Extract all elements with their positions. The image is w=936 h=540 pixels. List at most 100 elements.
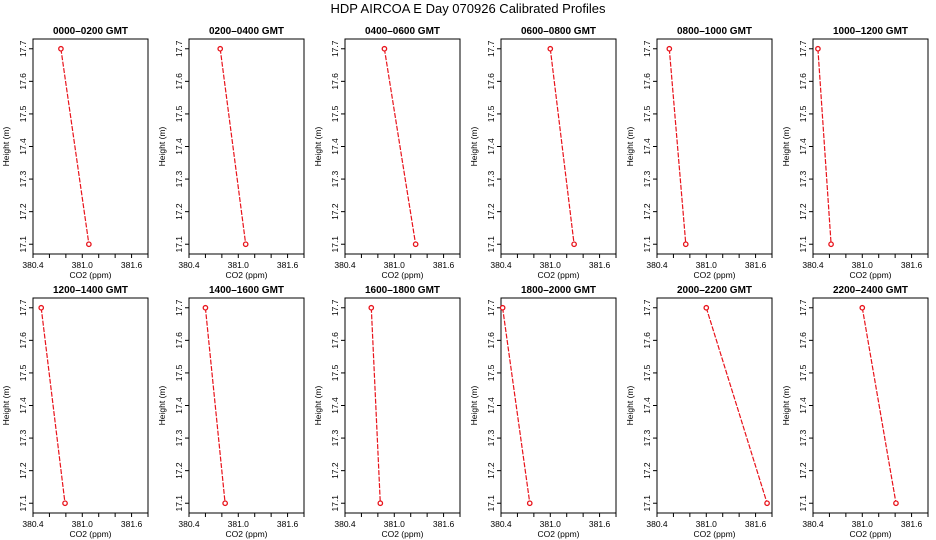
y-axis-label: Height (m) <box>781 127 791 167</box>
x-tick-label: 380.4 <box>490 260 512 270</box>
data-point <box>859 304 866 311</box>
y-tick-label: 17.6 <box>18 332 28 349</box>
y-tick-label: 17.7 <box>642 299 652 316</box>
profile-line <box>383 48 417 245</box>
x-tick-label: 381.0 <box>72 260 94 270</box>
x-tick-label: 380.4 <box>22 519 44 529</box>
data-point <box>764 500 770 507</box>
y-axis-label: Height (m) <box>313 386 323 426</box>
panel: 2200–2400 GMT 380.4 381.0 381.6 17.1 17.2 17.3… <box>781 285 929 539</box>
data-point <box>893 500 899 507</box>
y-tick-label: 17.7 <box>486 299 496 316</box>
data-point <box>202 304 209 311</box>
y-tick-label: 17.6 <box>486 332 496 349</box>
y-axis-label: Height (m) <box>781 386 791 426</box>
y-tick-label: 17.5 <box>642 105 652 122</box>
x-axis-label: CO2 (ppm) <box>849 270 891 280</box>
y-tick-label: 17.5 <box>486 364 496 381</box>
x-tick-label: 381.0 <box>72 519 94 529</box>
y-tick-label: 17.3 <box>642 171 652 188</box>
x-tick-label: 381.6 <box>589 260 611 270</box>
y-tick-label: 17.6 <box>330 73 340 90</box>
y-tick-label: 17.7 <box>330 299 340 316</box>
profile-line <box>60 48 90 245</box>
y-tick-label: 17.1 <box>486 236 496 253</box>
x-tick-label: 381.0 <box>540 519 562 529</box>
y-tick-label: 17.4 <box>174 138 184 155</box>
y-tick-label: 17.2 <box>330 462 340 479</box>
y-tick-label: 17.2 <box>798 462 808 479</box>
x-tick-label: 381.6 <box>277 519 299 529</box>
data-point <box>86 241 92 248</box>
y-tick-label: 17.7 <box>174 40 184 57</box>
y-tick-label: 17.4 <box>642 397 652 414</box>
panel-title: 0400–0600 GMT <box>365 26 440 37</box>
x-tick-label: 380.4 <box>178 260 200 270</box>
x-tick-label: 381.6 <box>121 519 143 529</box>
profile-line <box>549 48 575 245</box>
x-tick-label: 381.6 <box>121 260 143 270</box>
y-tick-label: 17.3 <box>330 171 340 188</box>
y-tick-label: 17.5 <box>642 364 652 381</box>
plot-frame <box>188 297 305 514</box>
profile-line <box>817 48 832 245</box>
y-tick-label: 17.5 <box>330 364 340 381</box>
x-tick-label: 381.6 <box>277 260 299 270</box>
y-tick-label: 17.6 <box>642 332 652 349</box>
data-point <box>526 500 533 507</box>
data-point <box>58 45 64 52</box>
panel-title: 2200–2400 GMT <box>833 285 908 296</box>
y-tick-label: 17.2 <box>642 462 652 479</box>
panel: 2000–2200 GMT 380.4 381.0 381.6 17.1 17.2 17.3… <box>625 285 773 539</box>
y-tick-label: 17.6 <box>642 73 652 90</box>
data-point <box>412 241 419 248</box>
y-tick-label: 17.7 <box>18 299 28 316</box>
x-axis-label: CO2 (ppm) <box>225 529 267 539</box>
y-tick-label: 17.7 <box>486 40 496 57</box>
y-axis-label: Height (m) <box>625 386 635 426</box>
y-tick-label: 17.3 <box>18 430 28 447</box>
y-tick-label: 17.1 <box>798 236 808 253</box>
y-tick-label: 17.1 <box>18 495 28 512</box>
y-tick-label: 17.2 <box>174 462 184 479</box>
y-tick-label: 17.5 <box>18 105 28 122</box>
y-tick-label: 17.1 <box>486 495 496 512</box>
panel: 1000–1200 GMT 380.4 381.0 381.6 17.1 17.2 17.3… <box>781 26 929 280</box>
data-point <box>703 304 710 311</box>
x-tick-label: 380.4 <box>802 260 824 270</box>
y-tick-label: 17.2 <box>486 462 496 479</box>
panel: 0800–1000 GMT 380.4 381.0 381.6 17.1 17.2 17.3… <box>625 26 773 280</box>
x-tick-label: 380.4 <box>334 260 356 270</box>
y-tick-label: 17.4 <box>174 397 184 414</box>
y-tick-label: 17.3 <box>798 430 808 447</box>
x-tick-label: 381.6 <box>901 519 923 529</box>
panel: 1800–2000 GMT 380.4 381.0 381.6 17.1 17.2 17.3… <box>469 285 617 539</box>
data-point <box>547 45 554 52</box>
plot-frame <box>500 297 617 514</box>
x-tick-label: 381.0 <box>696 519 718 529</box>
y-tick-label: 17.4 <box>486 397 496 414</box>
x-tick-label: 380.4 <box>802 519 824 529</box>
plot-frame <box>344 38 461 255</box>
y-tick-label: 17.3 <box>486 171 496 188</box>
x-tick-label: 381.0 <box>696 260 718 270</box>
y-tick-label: 17.4 <box>330 138 340 155</box>
y-tick-label: 17.5 <box>486 105 496 122</box>
data-point <box>242 241 249 248</box>
data-point <box>682 241 689 248</box>
x-tick-label: 381.6 <box>745 260 767 270</box>
data-point <box>499 304 506 311</box>
y-tick-label: 17.3 <box>486 430 496 447</box>
y-axis-label: Height (m) <box>469 386 479 426</box>
y-tick-label: 17.5 <box>330 105 340 122</box>
x-axis-label: CO2 (ppm) <box>537 529 579 539</box>
figure-title: HDP AIRCOA E Day 070926 Calibrated Profi… <box>330 1 606 16</box>
panel-title: 1600–1800 GMT <box>365 285 440 296</box>
y-tick-label: 17.7 <box>330 40 340 57</box>
y-tick-label: 17.4 <box>18 138 28 155</box>
y-tick-label: 17.4 <box>486 138 496 155</box>
x-tick-label: 381.6 <box>745 519 767 529</box>
x-tick-label: 381.0 <box>228 260 250 270</box>
panel: 0600–0800 GMT 380.4 381.0 381.6 17.1 17.2 17.3… <box>469 26 617 280</box>
plot-frame <box>812 38 929 255</box>
